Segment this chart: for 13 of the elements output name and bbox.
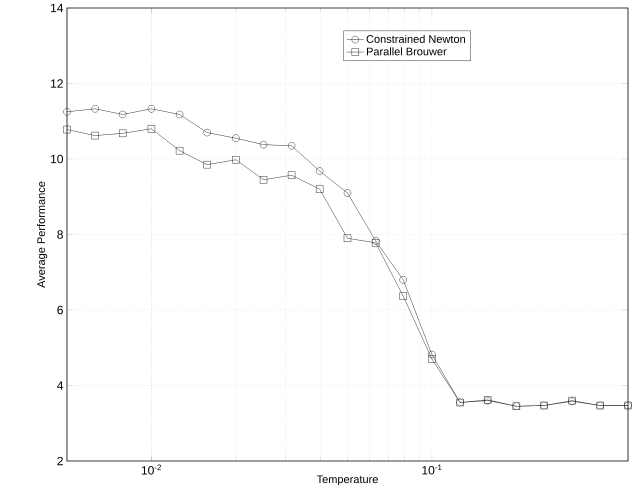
y-tick-label: 4 <box>57 381 64 390</box>
x-tick-label: 10$^{-2}$ <box>142 464 162 475</box>
y-tick-label: 14 <box>51 4 64 12</box>
y-axis-title: Average Performance <box>37 182 48 288</box>
x-tick-label: 10$^{-1}$ <box>422 464 442 474</box>
y-tick-label: 2 <box>57 456 63 466</box>
legend-label: Constrained Newton <box>366 34 465 43</box>
y-tick-label: 12 <box>51 79 63 88</box>
y-tick-label: 8 <box>57 230 63 239</box>
y-tick-label: 6 <box>57 306 63 314</box>
y-tick-label: 10 <box>51 154 63 164</box>
legend-label: Parallel Brouwer <box>366 47 447 56</box>
x-axis-title: Temperature <box>316 475 378 486</box>
